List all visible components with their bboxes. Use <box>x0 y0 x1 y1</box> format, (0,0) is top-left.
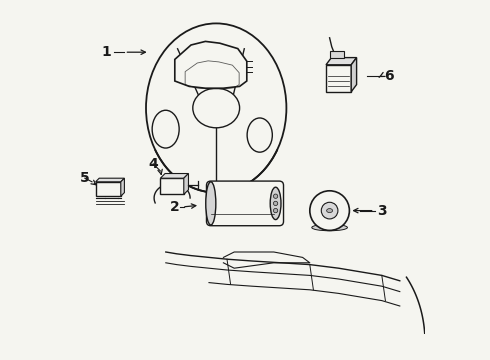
Text: 5: 5 <box>80 171 90 185</box>
Polygon shape <box>121 178 124 196</box>
FancyBboxPatch shape <box>326 65 351 92</box>
Bar <box>96 182 121 196</box>
Polygon shape <box>175 41 247 88</box>
Circle shape <box>273 194 278 198</box>
Ellipse shape <box>247 118 272 152</box>
Text: 1: 1 <box>101 45 111 59</box>
Text: 4: 4 <box>148 157 158 171</box>
Ellipse shape <box>146 23 286 193</box>
Ellipse shape <box>152 110 179 148</box>
Ellipse shape <box>193 88 240 128</box>
Circle shape <box>273 208 278 213</box>
Bar <box>160 178 184 194</box>
Text: 3: 3 <box>377 204 387 217</box>
Text: 2: 2 <box>170 200 180 214</box>
FancyBboxPatch shape <box>206 181 284 226</box>
Ellipse shape <box>312 224 347 231</box>
Ellipse shape <box>327 209 333 212</box>
Circle shape <box>321 202 338 219</box>
Ellipse shape <box>206 182 216 225</box>
Polygon shape <box>184 174 189 194</box>
FancyBboxPatch shape <box>330 51 344 58</box>
Circle shape <box>273 201 278 206</box>
Text: 6: 6 <box>384 69 394 82</box>
Polygon shape <box>160 174 189 178</box>
Ellipse shape <box>270 187 281 220</box>
Polygon shape <box>351 58 357 92</box>
Polygon shape <box>326 58 357 65</box>
Circle shape <box>310 191 349 230</box>
Polygon shape <box>96 178 124 182</box>
